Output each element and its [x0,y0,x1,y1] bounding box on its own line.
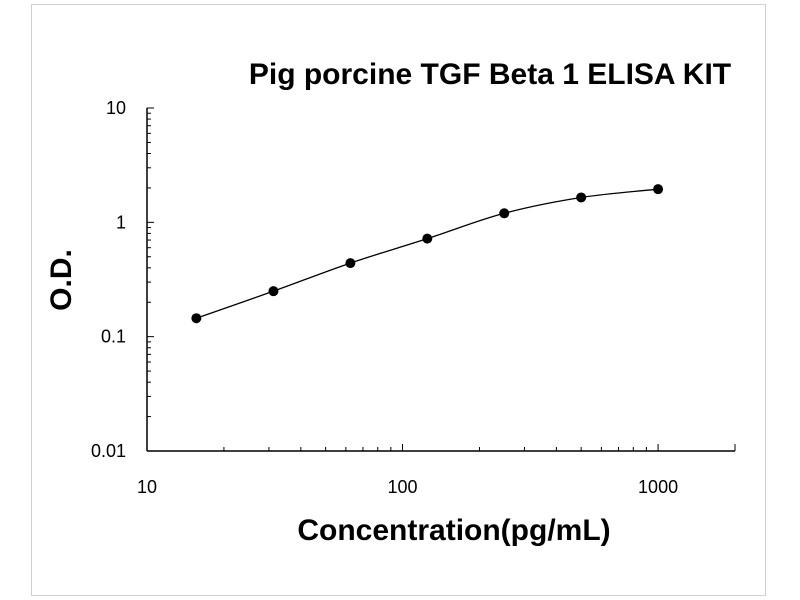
y-axis-ticks [147,107,154,452]
x-axis-tick-labels: 10 100 1000 [137,477,678,497]
x-tick-label: 1000 [638,477,678,497]
data-point [576,192,587,203]
standard-curve-line [196,188,659,319]
y-axis-tick-labels: 0.01 0.1 1 10 [91,98,126,461]
data-point [499,208,510,219]
chart-frame [31,4,766,596]
y-tick-label: 1 [116,212,126,232]
x-tick-label: 100 [388,477,418,497]
y-tick-label: 0.1 [101,327,126,347]
x-axis-title: Concentration(pg/mL) [297,514,610,547]
axes [146,108,735,452]
chart-title: Pig porcine TGF Beta 1 ELISA KIT [249,58,731,91]
x-axis-ticks [146,444,736,451]
data-point [345,258,356,269]
data-point [422,233,433,244]
y-tick-label: 10 [106,98,126,118]
data-point [653,184,664,195]
y-axis-title: O.D. [45,249,78,311]
data-point [191,313,202,324]
data-point [268,286,279,297]
y-tick-label: 0.01 [91,441,126,461]
x-tick-label: 10 [137,477,157,497]
series-layer [191,184,664,324]
